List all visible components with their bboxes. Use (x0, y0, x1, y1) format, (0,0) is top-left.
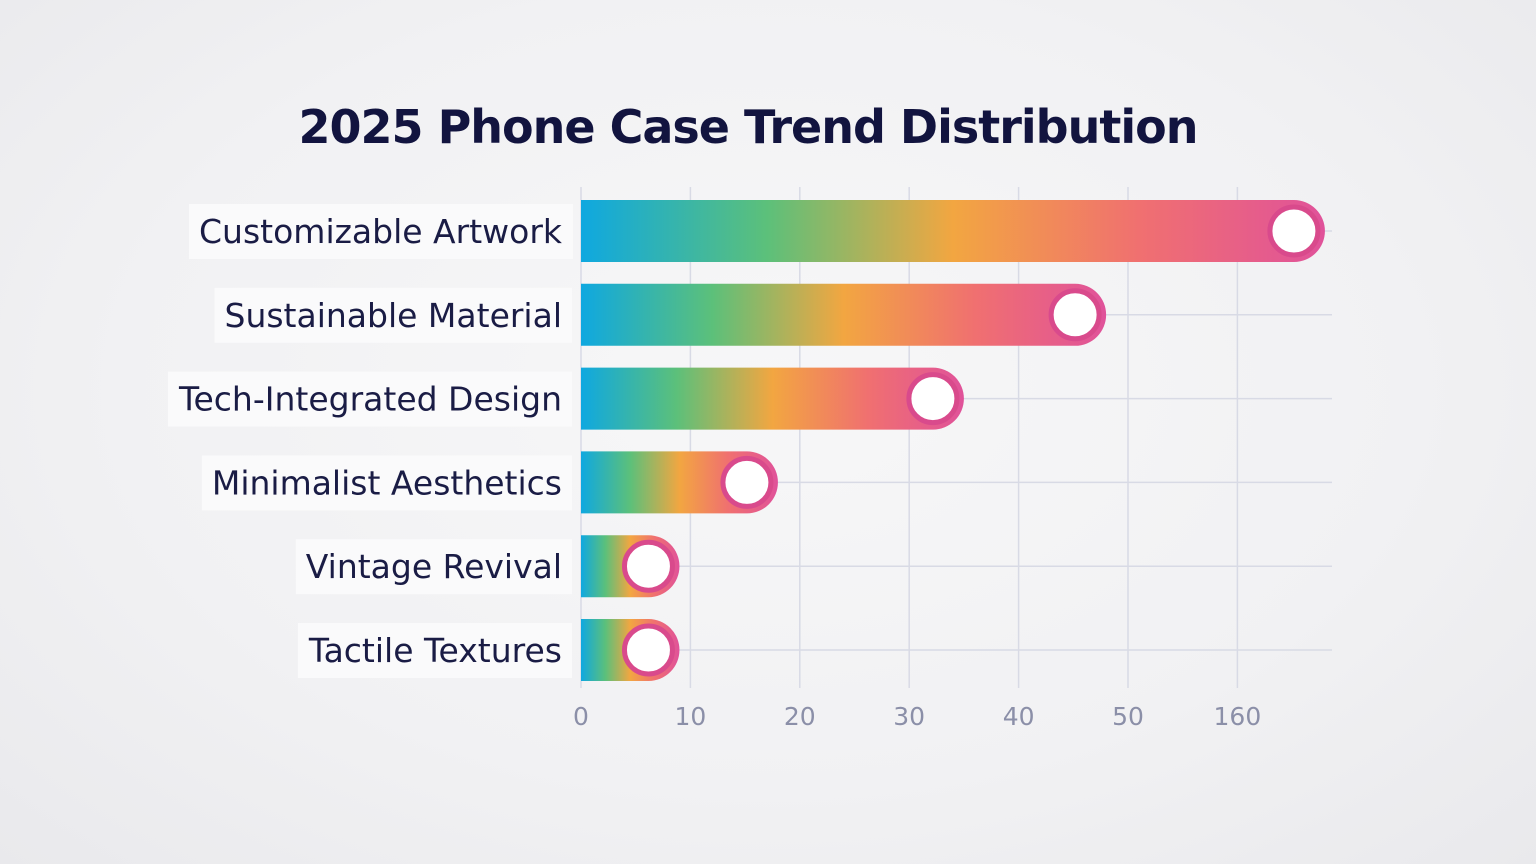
bar-end-knob (720, 455, 774, 509)
category-label-background (214, 287, 572, 343)
x-tick-label: 10 (674, 702, 706, 731)
x-tick-label: 30 (893, 702, 925, 731)
category-label-background (297, 623, 572, 678)
bar-end-knob (1048, 288, 1102, 342)
x-tick-label: 50 (1112, 702, 1144, 731)
category-label: Tactile Textures (308, 631, 562, 670)
category-label: Vintage Revival (306, 547, 562, 586)
bar-end-knob (906, 372, 960, 426)
x-tick-label: 20 (784, 702, 816, 731)
x-tick-label: 0 (573, 702, 589, 731)
category-label: Customizable Artwork (199, 212, 563, 251)
bar (581, 367, 964, 430)
category-label: Sustainable Material (225, 296, 563, 335)
category-label-background (201, 455, 572, 511)
category-label: Tech-Integrated Design (178, 380, 562, 419)
bars (581, 199, 1325, 681)
bar-end-knob (1267, 204, 1321, 258)
category-labels: Customizable Artwork Sustainable Material… (167, 204, 573, 678)
bar (581, 283, 1107, 346)
x-axis-ticks: 0 10 20 30 40 50 160 (573, 702, 1261, 731)
bar-end-knob (621, 623, 675, 677)
category-label-background (167, 371, 572, 427)
bar-end-knob (621, 539, 675, 593)
chart-title: 2025 Phone Case Trend Distribution (298, 100, 1199, 154)
category-label-background (189, 204, 573, 259)
x-tick-label: 40 (1003, 702, 1035, 731)
bar (581, 199, 1325, 262)
category-label: Minimalist Aesthetics (212, 463, 562, 502)
grid (580, 187, 1332, 688)
x-tick-label: 160 (1214, 702, 1262, 731)
category-label-background (295, 539, 572, 595)
